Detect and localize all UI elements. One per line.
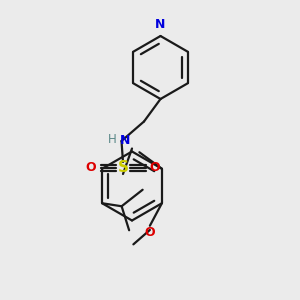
Text: O: O	[150, 161, 160, 175]
Text: O: O	[145, 226, 155, 239]
Text: O: O	[85, 161, 96, 175]
Text: N: N	[155, 19, 166, 32]
Text: H: H	[108, 133, 117, 146]
Text: S: S	[118, 160, 128, 175]
Text: N: N	[120, 134, 130, 148]
